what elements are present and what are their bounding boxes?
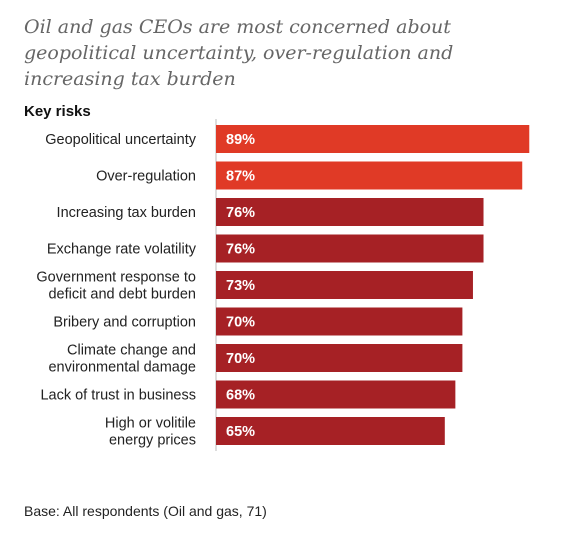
bar-value-label: 76% xyxy=(226,242,255,258)
bar xyxy=(216,234,484,263)
category-label: Over-regulation xyxy=(96,169,196,185)
category-label: Lack of trust in business xyxy=(40,388,196,404)
category-label: Increasing tax burden xyxy=(57,205,196,221)
bar-value-label: 87% xyxy=(226,169,255,185)
category-label: Bribery and corruption xyxy=(53,315,196,331)
bar xyxy=(216,198,484,226)
bar-value-label: 68% xyxy=(226,388,255,404)
bar-value-label: 76% xyxy=(226,205,255,221)
footnote: Base: All respondents (Oil and gas, 71) xyxy=(24,503,267,519)
bar-group: 68% Lack of trust in business xyxy=(40,380,456,409)
bar-group: 89% Geopolitical uncertainty xyxy=(45,125,530,153)
bar-group: 87% Over-regulation xyxy=(96,161,523,190)
bar-group: 76% Increasing tax burden xyxy=(57,198,484,226)
bar xyxy=(216,161,523,190)
bar-value-label: 89% xyxy=(226,132,255,148)
bar xyxy=(216,417,445,445)
bar-value-label: 65% xyxy=(226,424,255,440)
bar xyxy=(216,380,456,409)
bar-group: 73% Government response to deficit and deb… xyxy=(36,270,473,303)
bar-value-label: 73% xyxy=(226,278,255,294)
category-label: Government response to deficit and debt b… xyxy=(36,270,196,303)
bar-group: 65% High or volitile energy prices xyxy=(105,416,445,449)
bar-group: 70% Bribery and corruption xyxy=(53,307,463,336)
bar-value-label: 70% xyxy=(226,315,255,331)
bar xyxy=(216,344,463,372)
chart-subtitle: Key risks xyxy=(24,103,91,120)
chart-title: Oil and gas CEOs are most concerned abou… xyxy=(24,16,454,90)
bar-group: 76% Exchange rate volatility xyxy=(47,234,484,263)
category-label: Climate change and environmental damage xyxy=(48,343,196,376)
category-label: Exchange rate volatility xyxy=(47,242,197,258)
bar xyxy=(216,271,473,299)
bar xyxy=(216,125,530,153)
bar-value-label: 70% xyxy=(226,351,255,367)
category-label: Geopolitical uncertainty xyxy=(45,132,196,148)
category-label: High or volitile energy prices xyxy=(105,416,196,449)
bar xyxy=(216,307,463,336)
bar-group: 70% Climate change and environmental damag… xyxy=(48,343,463,376)
